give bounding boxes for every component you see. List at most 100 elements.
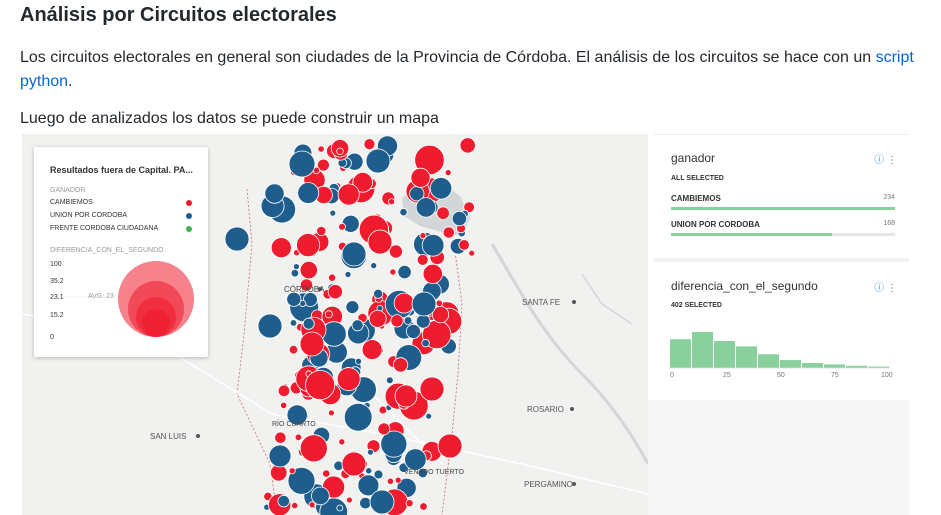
circuit-bubble[interactable] — [336, 504, 344, 512]
circuit-bubble[interactable] — [415, 197, 437, 218]
circuit-bubble[interactable] — [288, 344, 299, 355]
circuit-bubble[interactable] — [338, 438, 346, 446]
circuit-bubble[interactable] — [377, 422, 391, 436]
circuit-bubble[interactable] — [404, 448, 427, 471]
circuit-bubble[interactable] — [459, 137, 476, 154]
circuit-bubble[interactable] — [403, 316, 413, 325]
circuit-bubble[interactable] — [410, 167, 431, 188]
circuit-bubble[interactable] — [327, 409, 335, 417]
circuit-bubble[interactable] — [367, 229, 393, 255]
circuit-bubble[interactable] — [299, 434, 328, 463]
circuit-bubble[interactable] — [425, 412, 433, 420]
circuit-bubbles[interactable] — [224, 135, 476, 515]
circuit-bubble[interactable] — [390, 314, 404, 328]
circuit-bubble[interactable] — [287, 466, 316, 495]
circuit-bubble[interactable] — [405, 499, 414, 508]
circuit-bubble[interactable] — [322, 469, 331, 478]
script-python-link[interactable]: script python — [20, 49, 914, 90]
circuit-bubble[interactable] — [429, 177, 453, 200]
circuit-bubble[interactable] — [308, 501, 316, 509]
histogram-bar[interactable] — [824, 364, 845, 368]
more-icon[interactable]: ⋮ — [887, 155, 897, 166]
circuit-bubble[interactable] — [386, 477, 394, 485]
circuit-bubble[interactable] — [257, 313, 283, 339]
circuit-bubble[interactable] — [337, 183, 360, 206]
map-view[interactable]: CÓRDOBA SANTA FE ROSARIO RÍO CUARTO SAN … — [22, 134, 648, 515]
circuit-bubble[interactable] — [270, 237, 292, 259]
circuit-bubble[interactable] — [290, 268, 300, 278]
more-icon[interactable]: ⋮ — [887, 283, 897, 294]
circuit-bubble[interactable] — [394, 384, 418, 408]
circuit-bubble[interactable] — [359, 496, 372, 510]
circuit-bubble[interactable] — [302, 317, 315, 330]
circuit-bubble[interactable] — [370, 262, 378, 270]
circuit-bubble[interactable] — [388, 244, 403, 259]
circuit-bubble[interactable] — [317, 145, 325, 153]
circuit-bubble[interactable] — [394, 476, 402, 484]
circuit-bubble[interactable] — [442, 226, 455, 239]
circuit-bubble[interactable] — [279, 401, 288, 409]
circuit-bubble[interactable] — [289, 319, 298, 327]
circuit-bubble[interactable] — [352, 172, 374, 193]
circuit-bubble[interactable] — [354, 357, 362, 365]
circuit-bubble[interactable] — [385, 376, 394, 385]
circuit-bubble[interactable] — [329, 209, 337, 217]
circuit-bubble[interactable] — [351, 319, 364, 332]
circuit-bubble[interactable] — [463, 201, 475, 213]
circuit-bubble[interactable] — [264, 183, 285, 204]
circuit-bubble[interactable] — [341, 451, 367, 477]
circuit-bubble[interactable] — [336, 147, 344, 155]
circuit-bubble[interactable] — [405, 323, 421, 339]
circuit-bubble[interactable] — [389, 268, 397, 276]
histogram-bar[interactable] — [670, 339, 691, 368]
circuit-bubble[interactable] — [468, 249, 476, 257]
circuit-bubble[interactable] — [311, 486, 330, 506]
circuit-bubble[interactable] — [365, 467, 373, 475]
circuit-bubble[interactable] — [292, 263, 300, 271]
widget-actions[interactable]: ⓘ ⋮ — [874, 279, 897, 294]
histogram-bar[interactable] — [846, 365, 867, 368]
circuit-bubble[interactable] — [365, 148, 391, 174]
circuit-bubble[interactable] — [380, 430, 408, 458]
circuit-bubble[interactable] — [274, 431, 287, 444]
circuit-bubble[interactable] — [291, 501, 299, 510]
info-icon[interactable]: ⓘ — [874, 155, 885, 166]
widget-actions[interactable]: ⓘ ⋮ — [874, 151, 897, 166]
circuit-bubble[interactable] — [392, 357, 409, 373]
circuit-bubble[interactable] — [277, 494, 290, 508]
circuit-bubble[interactable] — [437, 433, 463, 459]
histogram-bar[interactable] — [714, 341, 735, 368]
circuit-bubble[interactable] — [368, 309, 387, 328]
circuit-bubble[interactable] — [224, 226, 250, 252]
circuit-bubble[interactable] — [341, 241, 367, 267]
circuit-bubble[interactable] — [373, 469, 384, 480]
histogram-bar[interactable] — [780, 360, 801, 368]
circuit-bubble[interactable] — [296, 233, 321, 258]
circuit-bubble[interactable] — [373, 288, 384, 299]
circuit-bubble[interactable] — [361, 339, 383, 361]
circuit-bubble[interactable] — [288, 150, 316, 178]
circuit-bubble[interactable] — [338, 222, 346, 231]
circuit-bubble[interactable] — [336, 367, 361, 392]
circuit-bubble[interactable] — [327, 284, 343, 300]
circuit-bubble[interactable] — [341, 214, 360, 233]
map-canvas[interactable]: CÓRDOBA SANTA FE ROSARIO RÍO CUARTO SAN … — [22, 134, 648, 515]
circuit-bubble[interactable] — [294, 433, 303, 441]
circuit-bubble[interactable] — [422, 263, 443, 284]
circuit-bubble[interactable] — [316, 158, 330, 172]
circuit-bubble[interactable] — [458, 239, 470, 251]
circuit-bubble[interactable] — [417, 467, 429, 479]
circuit-bubble[interactable] — [299, 261, 318, 280]
circuit-bubble[interactable] — [288, 467, 296, 475]
histogram-bar[interactable] — [758, 354, 779, 368]
circuit-bubble[interactable] — [363, 138, 376, 151]
circuit-bubble[interactable] — [345, 300, 360, 315]
circuit-bubble[interactable] — [399, 208, 408, 217]
circuit-bubble[interactable] — [419, 376, 445, 402]
circuit-bubble[interactable] — [419, 502, 428, 511]
circuit-bubble[interactable] — [302, 292, 318, 307]
histogram-bar[interactable] — [692, 332, 713, 368]
circuit-bubble[interactable] — [421, 338, 430, 348]
circuit-bubble[interactable] — [415, 314, 431, 329]
circuit-bubble[interactable] — [416, 254, 429, 266]
